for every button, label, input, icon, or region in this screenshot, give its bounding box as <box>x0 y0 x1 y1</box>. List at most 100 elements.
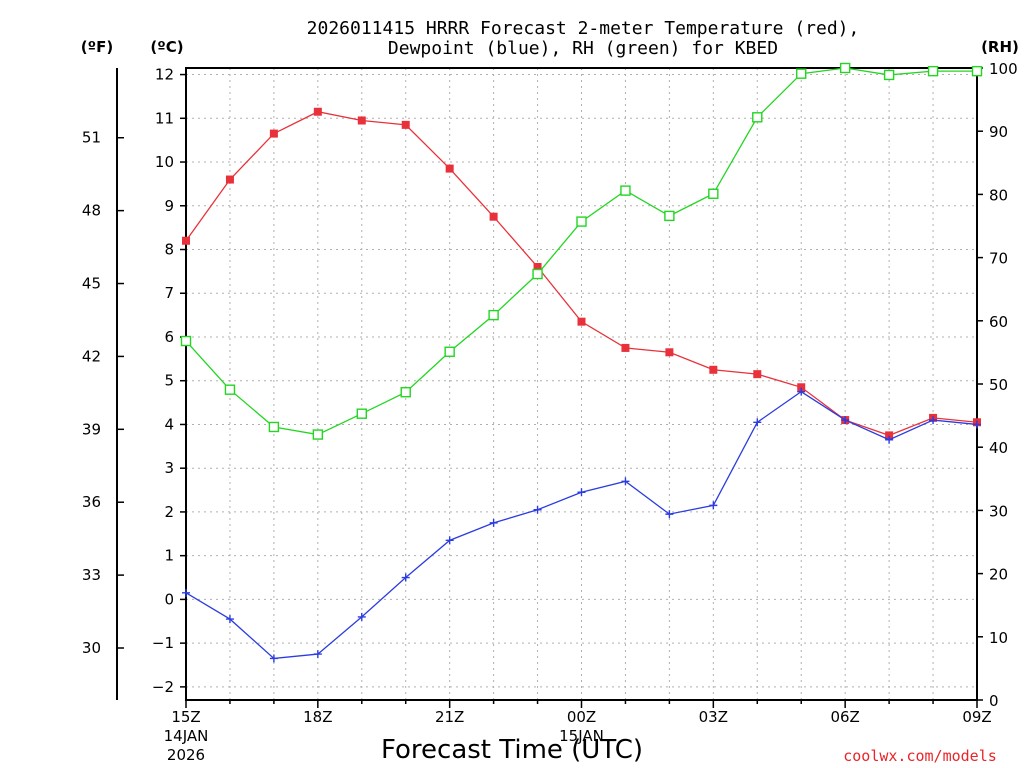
rh-tick-label: 60 <box>989 313 1008 331</box>
temperature-point <box>225 175 234 184</box>
rh-series <box>180 62 983 440</box>
celsius-tick-label: 8 <box>164 241 174 259</box>
rh-tick-label: 0 <box>989 692 999 710</box>
temperature-point <box>797 383 806 392</box>
rh-point <box>883 69 895 81</box>
temperature-point <box>709 365 718 374</box>
plot-frame <box>185 67 978 701</box>
fahrenheit-tick-label: 42 <box>82 347 101 365</box>
rh-point <box>752 112 763 123</box>
rh-point <box>488 309 499 321</box>
celsius-tick-label: 9 <box>164 197 174 215</box>
temperature-point <box>445 164 454 173</box>
fahrenheit-tick-label: 45 <box>82 275 101 293</box>
x-tick-label: 21Z <box>435 708 464 726</box>
temperature-point <box>885 431 894 440</box>
temperature-point <box>621 343 630 352</box>
rh-point <box>927 65 939 77</box>
temperature-point <box>357 116 366 125</box>
x-tick-date-label: 15JAN <box>559 727 604 745</box>
celsius-tick-label: 7 <box>164 284 174 302</box>
data-series <box>180 62 983 663</box>
celsius-tick-label: −2 <box>152 678 174 696</box>
dewpoint-point <box>313 650 322 659</box>
celsius-unit-label: (ºC) <box>150 38 183 56</box>
dewpoint-point <box>533 505 542 514</box>
rh-tick-label: 30 <box>989 502 1008 520</box>
chart-title-line1: 2026011415 HRRR Forecast 2-meter Tempera… <box>307 18 860 39</box>
gridlines <box>186 68 977 700</box>
fahrenheit-tick-label: 33 <box>82 566 101 584</box>
rh-point <box>796 68 807 79</box>
x-tick-label: 09Z <box>962 708 991 726</box>
temperature-point <box>665 348 674 357</box>
dewpoint-point <box>841 416 850 425</box>
celsius-tick-label: 3 <box>164 459 174 477</box>
celsius-tick-label: 10 <box>155 153 174 171</box>
x-tick-year-label: 2026 <box>167 746 205 764</box>
rh-point <box>839 62 851 74</box>
fahrenheit-tick-label: 30 <box>82 639 101 657</box>
dewpoint-point <box>445 536 454 545</box>
fahrenheit-tick-label: 51 <box>82 129 101 147</box>
dewpoint-point <box>225 615 234 624</box>
x-tick-label: 18Z <box>303 708 332 726</box>
dewpoint-point <box>797 387 806 396</box>
celsius-tick-label: 1 <box>164 547 174 565</box>
dewpoint-point <box>489 518 498 527</box>
rh-tick-label: 40 <box>989 439 1008 457</box>
rh-point <box>268 421 280 433</box>
axis-ticks-and-labels: −2−1012345678910111230333639424548510102… <box>82 60 1018 764</box>
chart-title-line2: Dewpoint (blue), RH (green) for KBED <box>388 38 778 59</box>
x-tick-date-label: 14JAN <box>164 727 209 745</box>
rh-tick-label: 10 <box>989 629 1008 647</box>
temperature-point <box>753 370 762 379</box>
credit-text: coolwx.com/models <box>843 747 997 765</box>
fahrenheit-unit-label: (ºF) <box>81 38 113 56</box>
temperature-point <box>313 107 322 116</box>
rh-point <box>708 188 719 199</box>
temperature-point <box>533 263 542 272</box>
x-tick-label: 00Z <box>567 708 596 726</box>
rh-unit-label: (RH) <box>981 38 1019 56</box>
x-tick-label: 03Z <box>699 708 728 726</box>
rh-point <box>444 346 455 357</box>
rh-tick-label: 70 <box>989 250 1008 268</box>
rh-tick-label: 90 <box>989 123 1008 141</box>
celsius-tick-label: 2 <box>164 503 174 521</box>
rh-tick-label: 50 <box>989 376 1008 394</box>
celsius-tick-label: 11 <box>155 109 174 127</box>
celsius-tick-label: 0 <box>164 590 174 608</box>
rh-point <box>576 216 587 227</box>
celsius-tick-label: 12 <box>155 66 174 84</box>
x-axis-label: Forecast Time (UTC) <box>381 735 643 765</box>
dewpoint-point <box>182 588 190 597</box>
celsius-tick-label: −1 <box>152 634 174 652</box>
dewpoint-point <box>357 612 366 621</box>
temperature-point <box>577 317 586 326</box>
rh-point <box>532 268 543 280</box>
temperature-point <box>401 120 410 129</box>
dewpoint-point <box>885 435 894 444</box>
rh-tick-label: 80 <box>989 186 1008 204</box>
rh-point <box>620 185 631 196</box>
fahrenheit-tick-label: 39 <box>82 420 101 438</box>
rh-point <box>400 387 411 398</box>
x-tick-label: 06Z <box>830 708 859 726</box>
rh-point <box>971 65 983 77</box>
dewpoint-point <box>401 573 410 582</box>
celsius-tick-label: 6 <box>164 328 174 346</box>
temperature-point <box>489 212 498 221</box>
celsius-tick-label: 4 <box>164 415 174 433</box>
dewpoint-point <box>929 416 938 425</box>
dewpoint-point <box>709 501 718 510</box>
dewpoint-point <box>753 418 762 427</box>
temperature-point <box>269 129 278 138</box>
rh-point <box>180 335 192 347</box>
rh-point <box>224 384 236 395</box>
x-tick-label: 15Z <box>171 708 200 726</box>
fahrenheit-tick-label: 36 <box>82 493 101 511</box>
dewpoint-point <box>269 654 278 663</box>
dewpoint-point <box>973 420 981 429</box>
